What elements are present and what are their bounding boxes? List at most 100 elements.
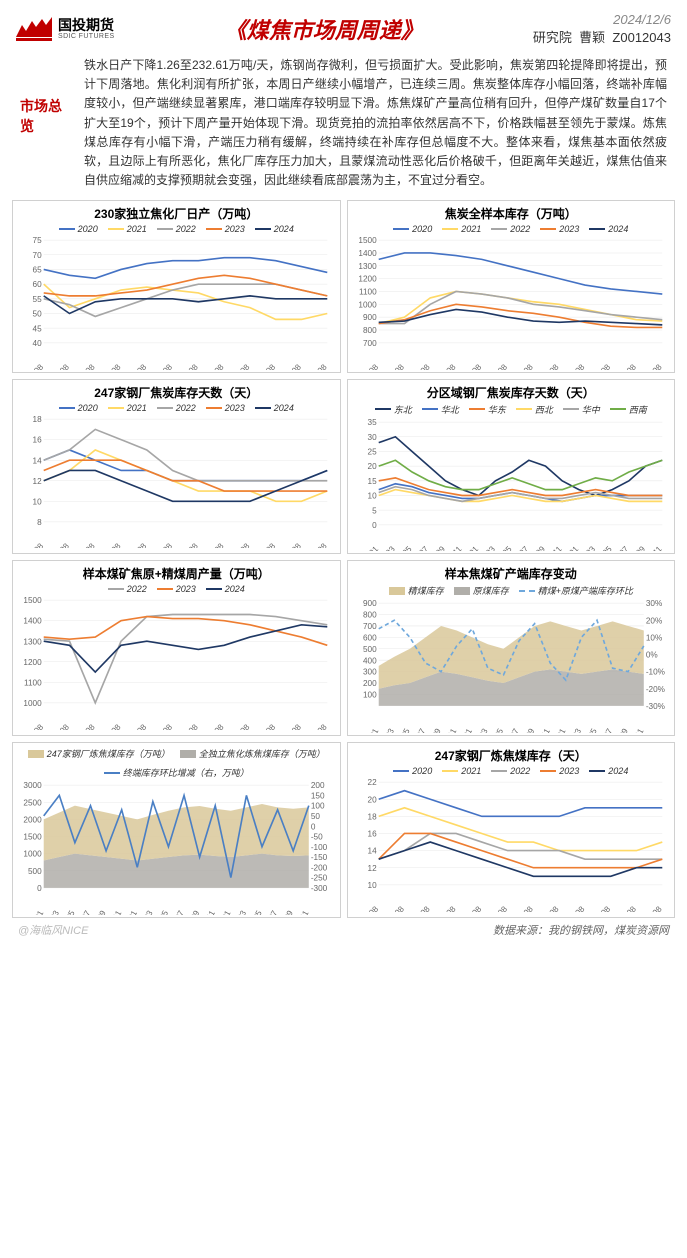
svg-text:-30%: -30% [645, 702, 664, 711]
svg-text:02-08: 02-08 [50, 541, 72, 548]
svg-text:14: 14 [367, 847, 377, 856]
logo-icon [16, 17, 52, 41]
svg-text:20: 20 [367, 462, 377, 471]
svg-text:03-08: 03-08 [75, 723, 97, 730]
svg-text:12-08: 12-08 [307, 723, 329, 730]
svg-text:100: 100 [362, 691, 376, 700]
logo-en: SDIC FUTURES [58, 33, 115, 40]
svg-text:11-08: 11-08 [282, 541, 303, 548]
svg-text:300: 300 [362, 668, 376, 677]
svg-text:02-08: 02-08 [384, 904, 406, 911]
svg-text:04-08: 04-08 [101, 541, 123, 548]
svg-text:30: 30 [367, 433, 377, 442]
svg-text:09-08: 09-08 [565, 904, 587, 911]
svg-text:03-08: 03-08 [410, 363, 432, 370]
svg-text:1000: 1000 [358, 301, 377, 310]
svg-text:06-08: 06-08 [487, 363, 509, 370]
chart-title: 247家钢厂炼焦煤库存（天） [352, 747, 671, 764]
overview-label: 市场总览 [20, 56, 74, 136]
svg-text:11-08: 11-08 [282, 723, 303, 730]
svg-text:-20%: -20% [645, 685, 664, 694]
chart-terminal-inventory: 247家钢厂炼焦煤库存（万吨）全独立焦化炼焦煤库存（万吨）终端库存环比增减（右，… [12, 742, 341, 918]
svg-text:200: 200 [362, 680, 376, 689]
svg-text:1500: 1500 [358, 237, 377, 246]
svg-text:06-08: 06-08 [153, 363, 175, 370]
svg-text:900: 900 [362, 314, 376, 323]
svg-text:900: 900 [362, 600, 376, 609]
chart-legend: 20202021202220232024 [352, 224, 671, 234]
svg-text:12: 12 [367, 864, 377, 873]
svg-text:-150: -150 [311, 853, 328, 862]
chart-coke-inventory: 焦炭全样本库存（万吨） 2020202120222023202470080090… [347, 200, 676, 373]
svg-text:1400: 1400 [358, 249, 377, 258]
svg-text:01-08: 01-08 [24, 363, 46, 370]
svg-text:05-08: 05-08 [127, 363, 149, 370]
svg-text:03-08: 03-08 [410, 904, 432, 911]
svg-text:08-08: 08-08 [204, 723, 226, 730]
chart-steel-days: 247家钢厂焦炭库存天数（天） 202020212022202320248101… [12, 379, 341, 555]
svg-text:01-08: 01-08 [24, 541, 46, 548]
svg-text:1500: 1500 [23, 597, 42, 606]
chart-coking-coal-days: 247家钢厂炼焦煤库存（天） 2020202120222023202410121… [347, 742, 676, 918]
data-source: 数据来源：我的钢铁网，煤炭资源网 [493, 922, 669, 938]
svg-text:05-08: 05-08 [127, 723, 149, 730]
svg-text:800: 800 [362, 611, 376, 620]
svg-text:1300: 1300 [23, 638, 42, 647]
svg-text:07-08: 07-08 [513, 363, 535, 370]
svg-text:01-08: 01-08 [358, 363, 380, 370]
chart-plot: 8101214161801-0802-0803-0804-0805-0806-0… [17, 415, 336, 549]
svg-text:1500: 1500 [23, 833, 42, 842]
svg-text:75: 75 [33, 237, 43, 246]
svg-text:06-08: 06-08 [153, 541, 175, 548]
svg-text:07-08: 07-08 [513, 904, 535, 911]
svg-text:04-08: 04-08 [436, 363, 458, 370]
svg-text:12-08: 12-08 [642, 904, 664, 911]
chart-plot: 051015202530352022-012022-032022-052022-… [352, 418, 671, 552]
svg-text:2022-01: 2022-01 [23, 909, 46, 915]
svg-text:1300: 1300 [358, 262, 377, 271]
svg-text:2500: 2500 [23, 798, 42, 807]
overview-text: 铁水日产下降1.26至232.61万吨/天，炼钢尚存微利，但亏损面扩大。受此影响… [84, 56, 667, 190]
chart-title: 焦炭全样本库存（万吨） [352, 205, 671, 222]
svg-text:0: 0 [372, 521, 377, 530]
chart-legend: 20202021202220232024 [17, 224, 336, 234]
svg-text:20: 20 [367, 795, 377, 804]
report-header: 国投期货 SDIC FUTURES 《煤焦市场周周递》 2024/12/6 研究… [8, 8, 679, 50]
svg-text:05-08: 05-08 [462, 904, 484, 911]
chart-legend: 247家钢厂炼焦煤库存（万吨）全独立焦化炼焦煤库存（万吨）终端库存环比增减（右，… [17, 747, 336, 779]
svg-text:07-08: 07-08 [179, 363, 201, 370]
svg-text:500: 500 [28, 867, 42, 876]
svg-text:05-08: 05-08 [462, 363, 484, 370]
svg-text:-10%: -10% [645, 668, 664, 677]
svg-text:05-08: 05-08 [127, 541, 149, 548]
svg-text:10-08: 10-08 [256, 541, 278, 548]
svg-text:12: 12 [33, 477, 43, 486]
svg-text:02-08: 02-08 [384, 363, 406, 370]
chart-plot: 10001100120013001400150001-0802-0803-080… [17, 596, 336, 730]
svg-text:18: 18 [367, 812, 377, 821]
svg-text:40: 40 [33, 339, 43, 348]
svg-text:60: 60 [33, 281, 43, 290]
svg-text:09-08: 09-08 [230, 363, 252, 370]
svg-text:0: 0 [311, 822, 316, 831]
svg-text:01-08: 01-08 [24, 723, 46, 730]
svg-text:150: 150 [311, 791, 325, 800]
chart-regional-days: 分区域钢厂焦炭库存天数（天） 东北华北华东西北华中西南0510152025303… [347, 379, 676, 555]
svg-text:10-08: 10-08 [590, 363, 612, 370]
chart-title: 样本煤矿焦原+精煤周产量（万吨） [17, 565, 336, 582]
svg-text:0%: 0% [645, 651, 657, 660]
svg-text:08-08: 08-08 [539, 904, 561, 911]
svg-text:02-08: 02-08 [50, 363, 72, 370]
svg-text:12-08: 12-08 [307, 363, 329, 370]
svg-text:02-08: 02-08 [50, 723, 72, 730]
chart-mine-output: 样本煤矿焦原+精煤周产量（万吨） 20222023202410001100120… [12, 560, 341, 736]
svg-text:35: 35 [367, 418, 377, 427]
chart-title: 分区域钢厂焦炭库存天数（天） [352, 384, 671, 401]
svg-text:10-08: 10-08 [256, 363, 278, 370]
chart-legend: 20202021202220232024 [17, 403, 336, 413]
svg-text:11-08: 11-08 [617, 363, 638, 370]
chart-title: 样本焦煤矿产端库存变动 [352, 565, 671, 582]
svg-text:10%: 10% [645, 634, 661, 643]
svg-text:03-08: 03-08 [75, 541, 97, 548]
svg-text:-300: -300 [311, 884, 328, 893]
